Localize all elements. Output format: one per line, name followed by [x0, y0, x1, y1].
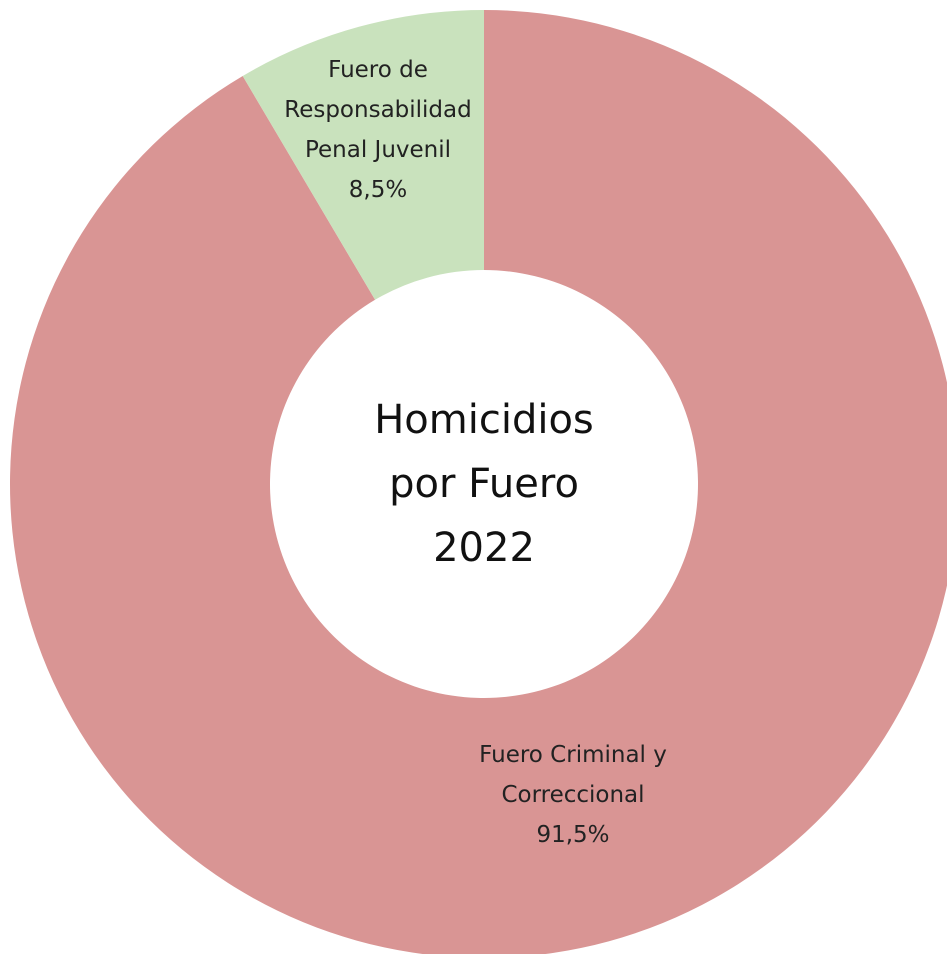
category-label: Fuero de Responsabilidad Penal Juvenil	[284, 57, 472, 163]
category-label: Fuero Criminal y Correccional	[479, 742, 667, 808]
slice	[242, 10, 484, 300]
value-label: 8,5%	[348, 177, 408, 203]
chart-title: Homicidios por Fuero 2022	[374, 397, 594, 571]
slice-label: Fuero Criminal y Correccional 91,5%	[473, 735, 673, 855]
value-label: 91,5%	[536, 822, 610, 848]
slice-label: Fuero de Responsabilidad Penal Juvenil 8,…	[253, 50, 503, 210]
slice	[10, 10, 947, 954]
